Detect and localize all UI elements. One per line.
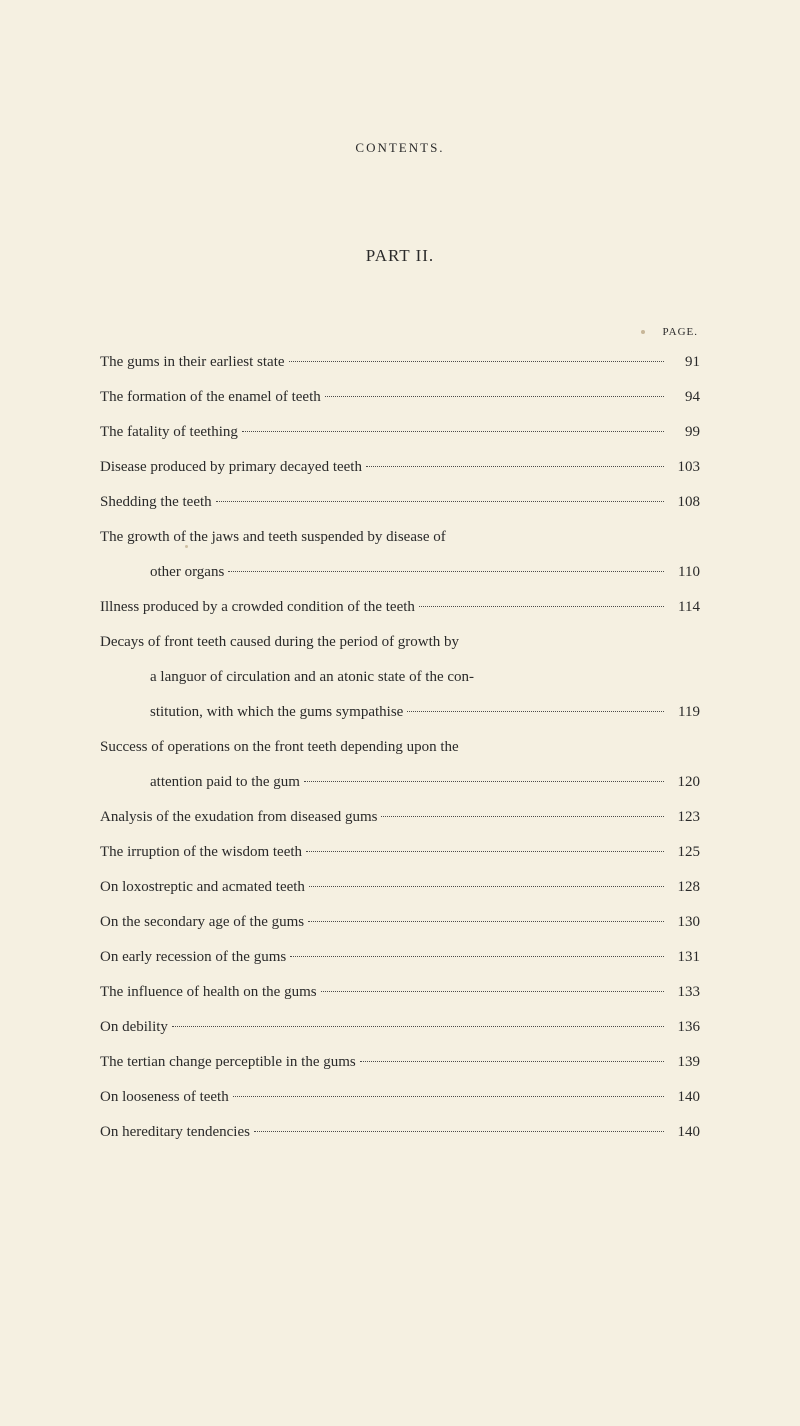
toc-entry-page: 110 (668, 556, 700, 589)
toc-leader-dots (242, 431, 664, 432)
toc-entry-text: On loxostreptic and acmated teeth (100, 871, 305, 904)
toc-entry: The fatality of teething 99 (100, 416, 700, 449)
toc-leader-dots (381, 816, 664, 817)
toc-entry: Decays of front teeth caused during the … (100, 626, 700, 659)
toc-entry: The influence of health on the gums 133 (100, 976, 700, 1009)
toc-entry-text: Decays of front teeth caused during the … (100, 626, 459, 659)
toc-entry-text: The tertian change perceptible in the gu… (100, 1046, 356, 1079)
toc-entry: Shedding the teeth 108 (100, 486, 700, 519)
toc-entry: The irruption of the wisdom teeth 125 (100, 836, 700, 869)
toc-leader-dots (366, 466, 664, 467)
toc-entry-page: 91 (668, 346, 700, 379)
toc-entry-page: 103 (668, 451, 700, 484)
toc-entry-page: 123 (668, 801, 700, 834)
toc-entry-page: 94 (668, 381, 700, 414)
contents-header: CONTENTS. (100, 140, 700, 156)
toc-entry-text: The growth of the jaws and teeth suspend… (100, 521, 446, 554)
toc-entry: Illness produced by a crowded condition … (100, 591, 700, 624)
toc-entry-text: The fatality of teething (100, 416, 238, 449)
toc-entry-text: On debility (100, 1011, 168, 1044)
toc-leader-dots (172, 1026, 664, 1027)
toc-entry-text: stitution, with which the gums sympathis… (150, 696, 403, 729)
toc-entry: stitution, with which the gums sympathis… (100, 696, 700, 729)
toc-entry-text: Illness produced by a crowded condition … (100, 591, 415, 624)
toc-leader-dots (304, 781, 664, 782)
toc-entry-text: Disease produced by primary decayed teet… (100, 451, 362, 484)
toc-leader-dots (306, 851, 664, 852)
toc-entry-page: 139 (668, 1046, 700, 1079)
toc-leader-dots (289, 361, 664, 362)
toc-entry-page: 131 (668, 941, 700, 974)
toc-leader-dots (325, 396, 664, 397)
toc-entry-page: 99 (668, 416, 700, 449)
toc-entry: On early recession of the gums 131 (100, 941, 700, 974)
toc-entry: The tertian change perceptible in the gu… (100, 1046, 700, 1079)
toc-leader-dots (360, 1061, 664, 1062)
toc-leader-dots (309, 886, 664, 887)
toc-entry: attention paid to the gum 120 (100, 766, 700, 799)
toc-entry-text: The formation of the enamel of teeth (100, 381, 321, 414)
toc-entry-page: 108 (668, 486, 700, 519)
toc-leader-dots (228, 571, 664, 572)
toc-entry-text: Shedding the teeth (100, 486, 212, 519)
toc-entry-text: On the secondary age of the gums (100, 906, 304, 939)
toc-entry: The gums in their earliest state 91 (100, 346, 700, 379)
toc-entry-page: 140 (668, 1116, 700, 1149)
toc-entry: Success of operations on the front teeth… (100, 731, 700, 764)
toc-entry: On the secondary age of the gums 130 (100, 906, 700, 939)
toc-entry-page: 140 (668, 1081, 700, 1114)
toc-entry: Disease produced by primary decayed teet… (100, 451, 700, 484)
toc-entry-text: On hereditary tendencies (100, 1116, 250, 1149)
page-column-label: PAGE. (100, 326, 700, 338)
toc-entry-text: a languor of circulation and an atonic s… (150, 661, 474, 694)
toc-entry-text: Success of operations on the front teeth… (100, 731, 459, 764)
age-spot (185, 545, 188, 548)
toc-entry-page: 128 (668, 871, 700, 904)
toc-entry-page: 125 (668, 836, 700, 869)
age-spot (641, 330, 645, 334)
toc-entry: The formation of the enamel of teeth 94 (100, 381, 700, 414)
toc-entry-text: The irruption of the wisdom teeth (100, 836, 302, 869)
toc-entry-page: 114 (668, 591, 700, 624)
toc-leader-dots (290, 956, 664, 957)
toc-entry-text: On looseness of teeth (100, 1081, 229, 1114)
toc-leader-dots (407, 711, 664, 712)
toc-entry-page: 130 (668, 906, 700, 939)
toc-entry-text: attention paid to the gum (150, 766, 300, 799)
toc-entry-page: 120 (668, 766, 700, 799)
toc-entry: Analysis of the exudation from diseased … (100, 801, 700, 834)
toc-entry: The growth of the jaws and teeth suspend… (100, 521, 700, 554)
toc-leader-dots (321, 991, 664, 992)
toc-entry-text: Analysis of the exudation from diseased … (100, 801, 377, 834)
toc-leader-dots (233, 1096, 664, 1097)
table-of-contents: The gums in their earliest state91The fo… (100, 346, 700, 1149)
toc-entry: On loxostreptic and acmated teeth 128 (100, 871, 700, 904)
toc-entry: other organs 110 (100, 556, 700, 589)
toc-entry-text: The influence of health on the gums (100, 976, 317, 1009)
toc-entry: On looseness of teeth 140 (100, 1081, 700, 1114)
toc-entry: On debility 136 (100, 1011, 700, 1044)
toc-entry: On hereditary tendencies 140 (100, 1116, 700, 1149)
toc-entry-page: 136 (668, 1011, 700, 1044)
toc-leader-dots (419, 606, 664, 607)
toc-leader-dots (254, 1131, 664, 1132)
toc-entry: a languor of circulation and an atonic s… (100, 661, 700, 694)
toc-entry-text: On early recession of the gums (100, 941, 286, 974)
toc-leader-dots (308, 921, 664, 922)
part-title: PART II. (100, 246, 700, 266)
toc-entry-text: The gums in their earliest state (100, 346, 285, 379)
toc-entry-text: other organs (150, 556, 224, 589)
toc-leader-dots (216, 501, 664, 502)
toc-entry-page: 119 (668, 696, 700, 729)
toc-entry-page: 133 (668, 976, 700, 1009)
